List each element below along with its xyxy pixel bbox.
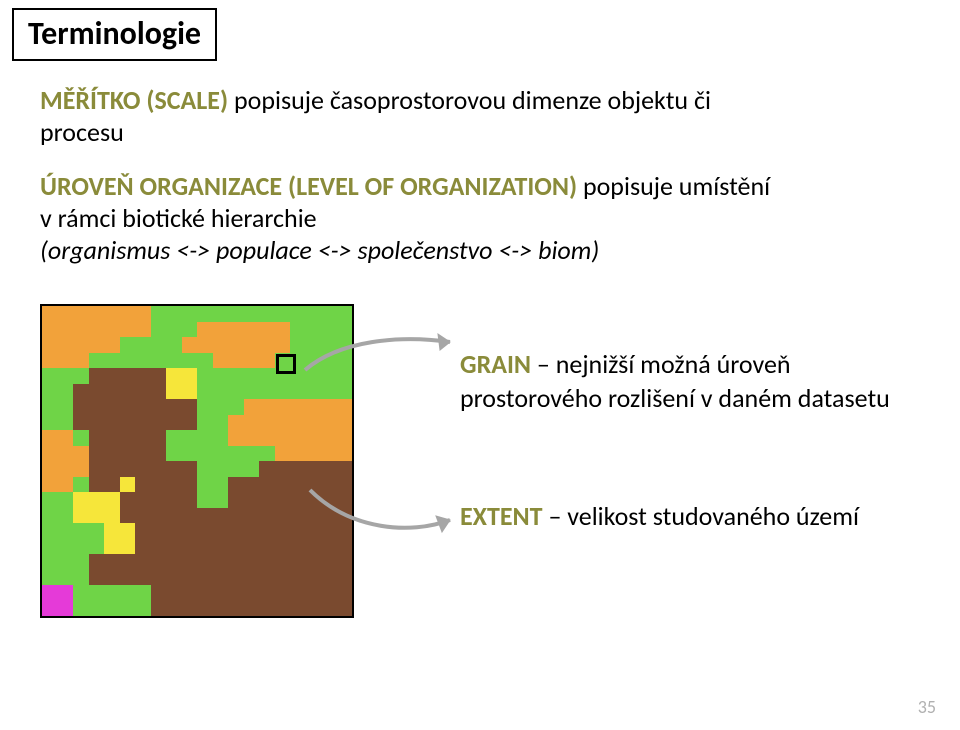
text-level: popisuje umístění (577, 170, 770, 202)
term-extent: EXTENT (460, 500, 543, 532)
raster-patch (89, 461, 120, 492)
raster-patch (166, 368, 197, 399)
text-scale: popisuje časoprostorovou dimenze objektu… (228, 84, 711, 116)
title-text: Terminologie (28, 14, 201, 53)
raster-patch (166, 399, 197, 430)
raster-patch (120, 477, 136, 493)
raster-patch (213, 353, 275, 369)
grain-marker (276, 354, 296, 374)
raster-patch (182, 337, 213, 353)
raster-patch (73, 384, 89, 431)
line-scale-cont: procesu (40, 116, 124, 149)
title-box: Terminologie (12, 8, 217, 61)
raster-patch (42, 430, 73, 492)
term-grain: GRAIN (460, 348, 531, 380)
arrow-extent (300, 480, 460, 560)
text-extent: – velikost studovaného území (543, 500, 859, 532)
raster-patch (42, 337, 120, 353)
raster-patch (89, 368, 167, 461)
term-scale: MĚŘÍTKO (SCALE) (40, 84, 228, 116)
raster-patch (42, 306, 151, 337)
grain-def: GRAIN – nejnižší možná úroveň prostorové… (460, 348, 930, 416)
line-level: ÚROVEŇ ORGANIZACE (LEVEL OF ORGANIZATION… (40, 170, 930, 203)
extent-def: EXTENT – velikost studovaného území (460, 500, 930, 534)
raster-patch (42, 585, 73, 616)
raster-patch (42, 353, 89, 369)
line-scale: MĚŘÍTKO (SCALE) popisuje časoprostorovou… (40, 84, 711, 117)
raster-patch (259, 461, 352, 477)
raster-patch (228, 415, 259, 446)
slide: Terminologie MĚŘÍTKO (SCALE) popisuje ča… (0, 0, 960, 730)
raster-patch (89, 554, 120, 585)
term-level: ÚROVEŇ ORGANIZACE (LEVEL OF ORGANIZATION… (40, 170, 577, 202)
raster-patch (275, 446, 353, 462)
page-number: 35 (918, 696, 936, 718)
arrow-grain (300, 330, 460, 390)
raster-patch (104, 523, 135, 554)
line-level-cont: v rámci biotické hierarchie (40, 202, 317, 235)
raster-patch (244, 399, 353, 446)
raster-patch (73, 492, 120, 523)
line-level-italic: (organismus <-> populace <-> společenstv… (40, 234, 599, 267)
